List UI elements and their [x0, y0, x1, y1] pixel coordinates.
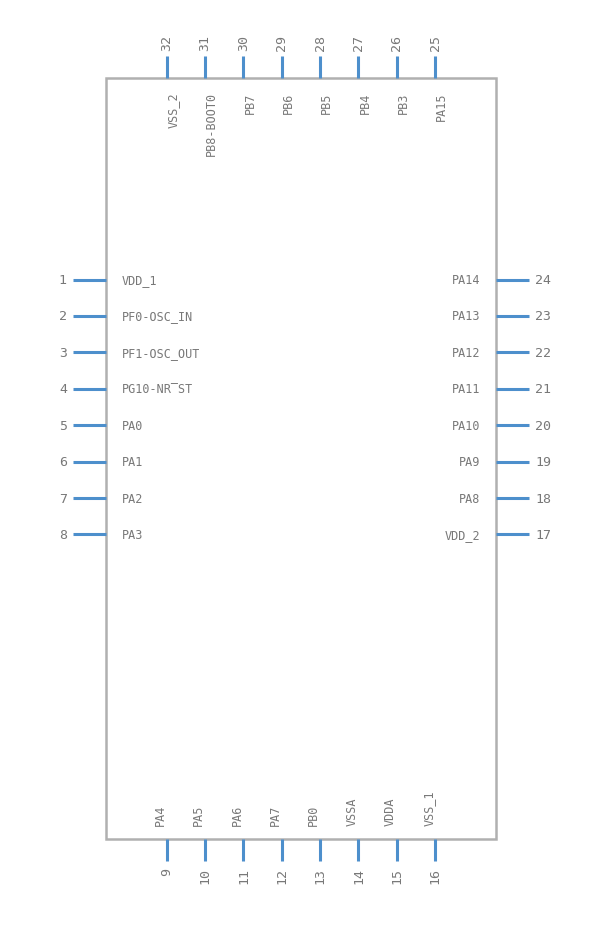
- Text: 21: 21: [535, 383, 551, 396]
- Text: VSSA: VSSA: [345, 797, 359, 826]
- Text: 18: 18: [535, 492, 551, 505]
- Text: PA13: PA13: [452, 311, 480, 324]
- Text: PB5: PB5: [320, 92, 333, 113]
- Text: 6: 6: [59, 456, 67, 469]
- Text: PA5: PA5: [192, 805, 205, 826]
- Text: PB0: PB0: [307, 805, 320, 826]
- Text: PA1: PA1: [122, 456, 143, 469]
- Text: 9: 9: [161, 867, 173, 875]
- Text: 3: 3: [59, 347, 67, 360]
- Text: 19: 19: [535, 456, 551, 469]
- FancyBboxPatch shape: [106, 79, 496, 839]
- Text: PB4: PB4: [359, 92, 371, 113]
- Text: PB6: PB6: [282, 92, 295, 113]
- Text: 26: 26: [390, 35, 403, 51]
- Text: 23: 23: [535, 311, 551, 324]
- Text: PA4: PA4: [154, 805, 167, 826]
- Text: PA12: PA12: [452, 347, 480, 360]
- Text: PF0-OSC_IN: PF0-OSC_IN: [122, 311, 193, 324]
- Text: 8: 8: [59, 528, 67, 541]
- Text: 14: 14: [352, 867, 365, 883]
- Text: VSS_2: VSS_2: [167, 92, 180, 128]
- Text: PA10: PA10: [452, 419, 480, 432]
- Text: 29: 29: [275, 35, 288, 51]
- Text: 27: 27: [352, 35, 365, 51]
- Text: PA8: PA8: [459, 492, 480, 505]
- Text: 2: 2: [59, 311, 67, 324]
- Text: 7: 7: [59, 492, 67, 505]
- Text: 1: 1: [59, 273, 67, 286]
- Text: PA0: PA0: [122, 419, 143, 432]
- Text: VDD_1: VDD_1: [122, 273, 157, 286]
- Text: VDDA: VDDA: [384, 797, 397, 826]
- Text: PB8-BOOT0: PB8-BOOT0: [205, 92, 218, 157]
- Text: 31: 31: [199, 35, 212, 51]
- Text: 4: 4: [59, 383, 67, 396]
- Text: 12: 12: [275, 867, 288, 883]
- Text: PF1-OSC_OUT: PF1-OSC_OUT: [122, 347, 200, 360]
- Text: PA2: PA2: [122, 492, 143, 505]
- Text: 30: 30: [237, 35, 250, 51]
- Text: 25: 25: [429, 35, 441, 51]
- Text: 11: 11: [237, 867, 250, 883]
- Text: 13: 13: [314, 867, 326, 883]
- Text: PB7: PB7: [243, 92, 257, 113]
- Text: 10: 10: [199, 867, 212, 883]
- Text: 20: 20: [535, 419, 551, 432]
- Text: PG10-NR̅ST: PG10-NR̅ST: [122, 383, 193, 396]
- Text: 17: 17: [535, 528, 551, 541]
- Text: PA7: PA7: [269, 805, 282, 826]
- Text: 16: 16: [429, 867, 441, 883]
- Text: PA9: PA9: [459, 456, 480, 469]
- Text: 15: 15: [390, 867, 403, 883]
- Text: 22: 22: [535, 347, 551, 360]
- Text: VDD_2: VDD_2: [444, 528, 480, 541]
- Text: PA6: PA6: [230, 805, 243, 826]
- Text: 5: 5: [59, 419, 67, 432]
- Text: 32: 32: [161, 35, 173, 51]
- Text: PB3: PB3: [397, 92, 410, 113]
- Text: VSS_1: VSS_1: [422, 790, 435, 826]
- Text: PA3: PA3: [122, 528, 143, 541]
- Text: 28: 28: [314, 35, 326, 51]
- Text: PA11: PA11: [452, 383, 480, 396]
- Text: PA14: PA14: [452, 273, 480, 286]
- Text: 24: 24: [535, 273, 551, 286]
- Text: PA15: PA15: [435, 92, 448, 121]
